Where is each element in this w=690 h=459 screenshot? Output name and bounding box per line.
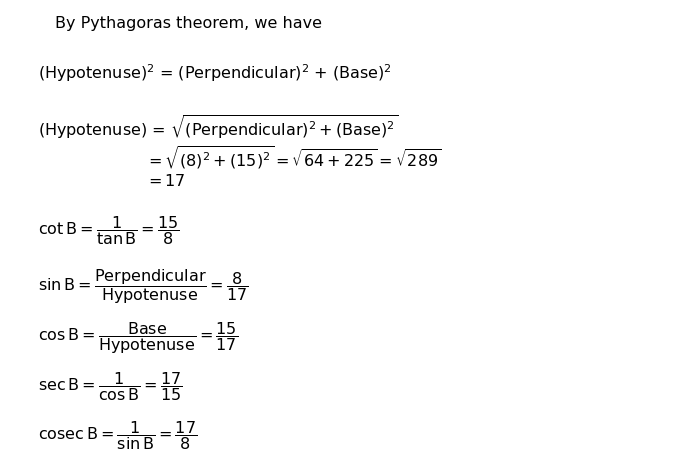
- Text: $= \sqrt{(8)^2 + (15)^2} = \sqrt{64+225} = \sqrt{289}$: $= \sqrt{(8)^2 + (15)^2} = \sqrt{64+225}…: [145, 145, 442, 172]
- Text: (Hypotenuse)$^2$ = (Perpendicular)$^2$ + (Base)$^2$: (Hypotenuse)$^2$ = (Perpendicular)$^2$ +…: [38, 62, 392, 84]
- Text: By Pythagoras theorem, we have: By Pythagoras theorem, we have: [55, 16, 322, 31]
- Text: $\mathrm{sin\,B} = \dfrac{\mathrm{Perpendicular}}{\mathrm{Hypotenuse}} = \dfrac{: $\mathrm{sin\,B} = \dfrac{\mathrm{Perpen…: [38, 266, 248, 305]
- Text: $= 17$: $= 17$: [145, 172, 186, 188]
- Text: $\mathrm{sec\,B} = \dfrac{1}{\mathrm{cos\,B}} = \dfrac{17}{15}$: $\mathrm{sec\,B} = \dfrac{1}{\mathrm{cos…: [38, 369, 183, 403]
- Text: (Hypotenuse) = $\sqrt{\mathrm{(Perpendicular)^2 + (Base)^2}}$: (Hypotenuse) = $\sqrt{\mathrm{(Perpendic…: [38, 112, 398, 140]
- Text: $\mathrm{cot\,B} = \dfrac{1}{\mathrm{tan\,B}} = \dfrac{15}{8}$: $\mathrm{cot\,B} = \dfrac{1}{\mathrm{tan…: [38, 213, 180, 246]
- Text: $\mathrm{cosec\,B} = \dfrac{1}{\mathrm{sin\,B}} = \dfrac{17}{8}$: $\mathrm{cosec\,B} = \dfrac{1}{\mathrm{s…: [38, 418, 197, 451]
- Text: $\mathrm{cos\,B} = \dfrac{\mathrm{Base}}{\mathrm{Hypotenuse}} = \dfrac{15}{17}$: $\mathrm{cos\,B} = \dfrac{\mathrm{Base}}…: [38, 319, 238, 355]
